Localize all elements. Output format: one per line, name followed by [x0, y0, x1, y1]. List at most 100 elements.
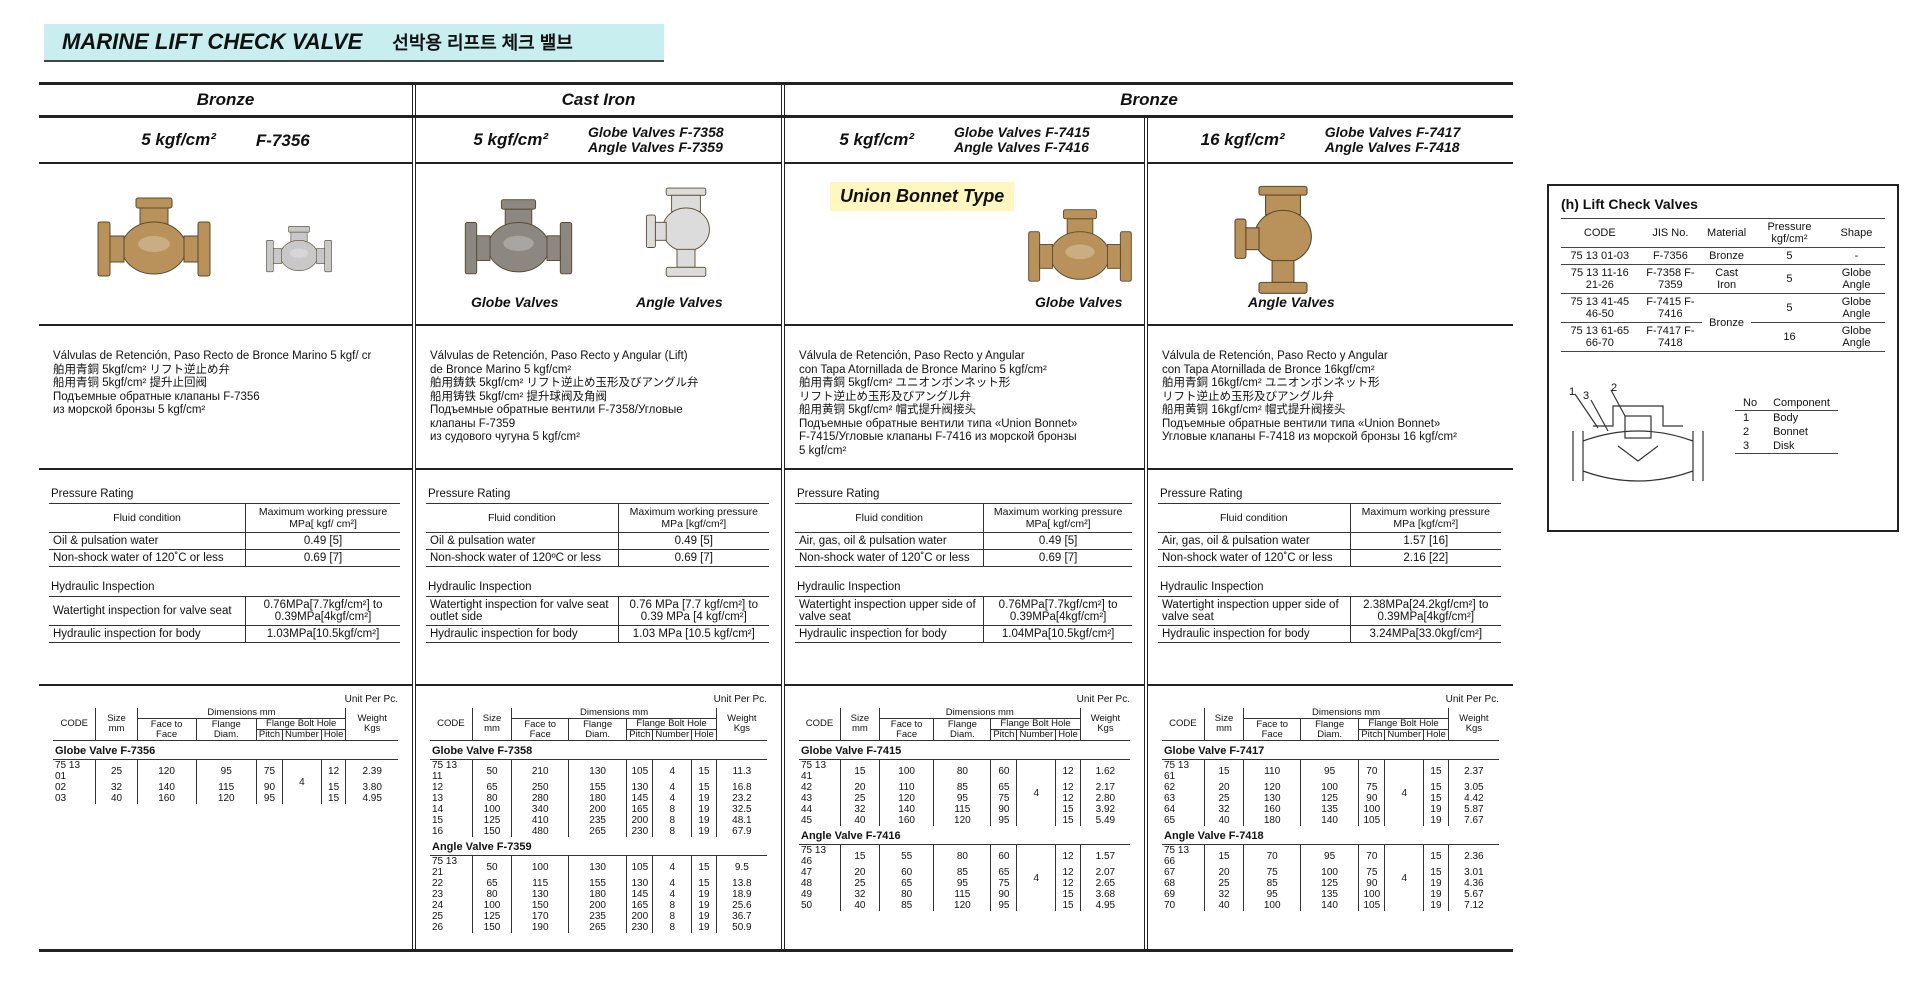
cell: Non-shock water of 120˚C or less [49, 549, 246, 567]
cell: 2.80 [1079, 793, 1130, 804]
cell: Disk [1765, 439, 1838, 454]
cell: 25 [432, 911, 444, 922]
cell: 65 [1164, 815, 1176, 826]
dimension-row: 63 25 130 125 90 15 4.42 [1162, 793, 1499, 804]
cell: 64 [1164, 804, 1176, 815]
dimension-row: 64 32 160 135 100 19 5.87 [1162, 804, 1499, 815]
cell: Air, gas, oil & pulsation water [1158, 532, 1351, 550]
cell: 8 [652, 911, 692, 922]
cell: 12 [1055, 759, 1081, 782]
cell: Pitch [990, 729, 1017, 741]
cell: 95 [255, 793, 283, 804]
cell: 0.76 MPa [7.7 kgf/cm²] to 0.39 MPa [4 kg… [617, 596, 769, 626]
inspection-label: Hydraulic Inspection [1160, 581, 1264, 593]
image-area: Globe Valves Angle Valves [416, 164, 781, 326]
pressure: 5 kgf/cm² [141, 130, 216, 149]
summary-row: 75 13 41-45 46-50 F-7415 F-7416 Bronze 5 Glo… [1561, 293, 1885, 352]
cell: Face to Face [136, 718, 197, 741]
cell: CODE [430, 708, 473, 741]
cell: 0.49 [5] [617, 532, 769, 550]
inspection-row: Watertight inspection upper side of valv… [795, 596, 1132, 626]
cell: 15 [1055, 804, 1081, 815]
cell: 3.24MPa[33.0kgf/cm²] [1349, 625, 1501, 643]
cell: 130 [567, 759, 627, 782]
cell: 100 [471, 900, 512, 911]
cell: 235 [567, 815, 627, 826]
description-line: клапаны F-7359 [430, 417, 516, 430]
description-line: F-7415/Угловые клапаны F-7416 из морской… [799, 431, 1077, 443]
dimension-head: Pitch Number Hole [53, 729, 398, 741]
unit: Unit Per Pc. [713, 694, 767, 705]
cell: 115 [511, 878, 569, 889]
rating-head: Fluid condition Maximum working pressure … [795, 503, 1132, 533]
cell: 4 [652, 782, 692, 793]
cell: 130 [626, 782, 653, 793]
cell: 25 [839, 878, 880, 889]
cell: 265 [567, 922, 627, 933]
cell: 65 [878, 878, 934, 889]
pressure-row: 5 kgf/cm² Globe Valves F-7358 Angle Valves… [416, 118, 781, 164]
badge: Union Bonnet Type [830, 182, 1015, 211]
dimension-row: 13 80 280 180 145 4 19 23.2 [430, 793, 767, 804]
inspection-row: Hydraulic inspection for body 3.24MPa[33.… [1158, 625, 1501, 643]
cell: 80 [471, 889, 512, 900]
dimension-row: 75 13 46 15 55 80 60 4 12 1.57 [799, 844, 1130, 911]
description-line: Válvula de Retención, Paso Recto y Angul… [799, 350, 1025, 362]
cell: 20 [839, 867, 880, 878]
cell: Watertight inspection for valve seat [49, 596, 246, 626]
cell: 15 [432, 815, 444, 826]
cell: 63 [1164, 793, 1176, 804]
dimension-row: 26 150 190 265 230 8 19 50.9 [430, 922, 767, 933]
cell: 130 [511, 889, 569, 900]
cell: 40 [839, 815, 880, 826]
cell: 19 [691, 815, 717, 826]
block-title: Globe Valve F-7356 [53, 740, 398, 760]
dimension-head: Pitch Number Hole [799, 729, 1130, 741]
cell: 3.80 [345, 782, 398, 793]
dimension-row: 75 13 61 15 110 95 70 4 15 2.37 [1162, 759, 1499, 826]
cell: 50.9 [715, 922, 767, 933]
rating-row: Air, gas, oil & pulsation water 0.49 [5] [795, 532, 1132, 550]
dimension-table: CODE Size mm Dimensions mm Weight Kgs Face t… [799, 708, 1130, 911]
dimension-row: 22 65 115 155 130 4 15 13.8 [430, 878, 767, 889]
dimension-row: 47 20 60 85 65 12 2.07 [799, 867, 1130, 878]
cell: 8 [652, 900, 692, 911]
rating-area: Pressure Rating Fluid condition Maximum wo… [39, 470, 412, 686]
cell: 75 13 41 [801, 760, 827, 782]
cell: 115 [933, 889, 991, 900]
valve-image [464, 199, 573, 275]
component-head: No Component [1735, 396, 1838, 411]
cell: No [1735, 396, 1766, 411]
title: MARINE LIFT CHECK VALVE [62, 29, 363, 54]
cell: 100 [1358, 889, 1385, 900]
cell: 95 [1299, 844, 1359, 867]
valve-image [645, 187, 710, 277]
cell: 12 [1055, 878, 1081, 889]
cell: 95 [1243, 889, 1301, 900]
cell: 120 [1243, 782, 1301, 793]
rating-row: Non-shock water of 120˚C or less 0.69 [7] [795, 549, 1132, 567]
unit: Unit Per Pc. [1076, 694, 1130, 705]
cell: 4 [652, 793, 692, 804]
cell: Non-shock water of 120ºC or less [426, 549, 619, 567]
dimension-row: 12 65 250 155 130 4 15 16.8 [430, 782, 767, 793]
cell: Globe Angle [1827, 322, 1885, 352]
cell: 47 [801, 867, 813, 878]
cell: 2.38MPa[24.2kgf/cm²] to 0.39MPa[4kgf/cm²… [1349, 596, 1501, 626]
cell: Material [1702, 218, 1752, 248]
dimension-row: 69 32 95 135 100 19 5.67 [1162, 889, 1499, 900]
dimension-head: Face to Face Flange Diam. Flange Bolt Hole [430, 718, 767, 741]
cell: 32 [95, 782, 138, 793]
shape [1258, 281, 1308, 294]
description-line: 船用铸铁 5kgf/cm² 提升球阀及角阀 [430, 390, 607, 403]
summary-panel: (h) Lift Check Valves CODE JIS No. Material… [1547, 184, 1899, 532]
cell: 32 [1203, 889, 1244, 900]
cell: Hole [1055, 729, 1081, 741]
cell: Hole [691, 729, 717, 741]
diagram-number: 2 [1611, 382, 1618, 394]
cell: 65 [471, 878, 512, 889]
cell: 43 [801, 793, 813, 804]
cell: 11.3 [715, 759, 767, 782]
dimensions-area: Unit Per Pc. CODE Size mm Dimensions mm Weig… [785, 686, 1144, 946]
